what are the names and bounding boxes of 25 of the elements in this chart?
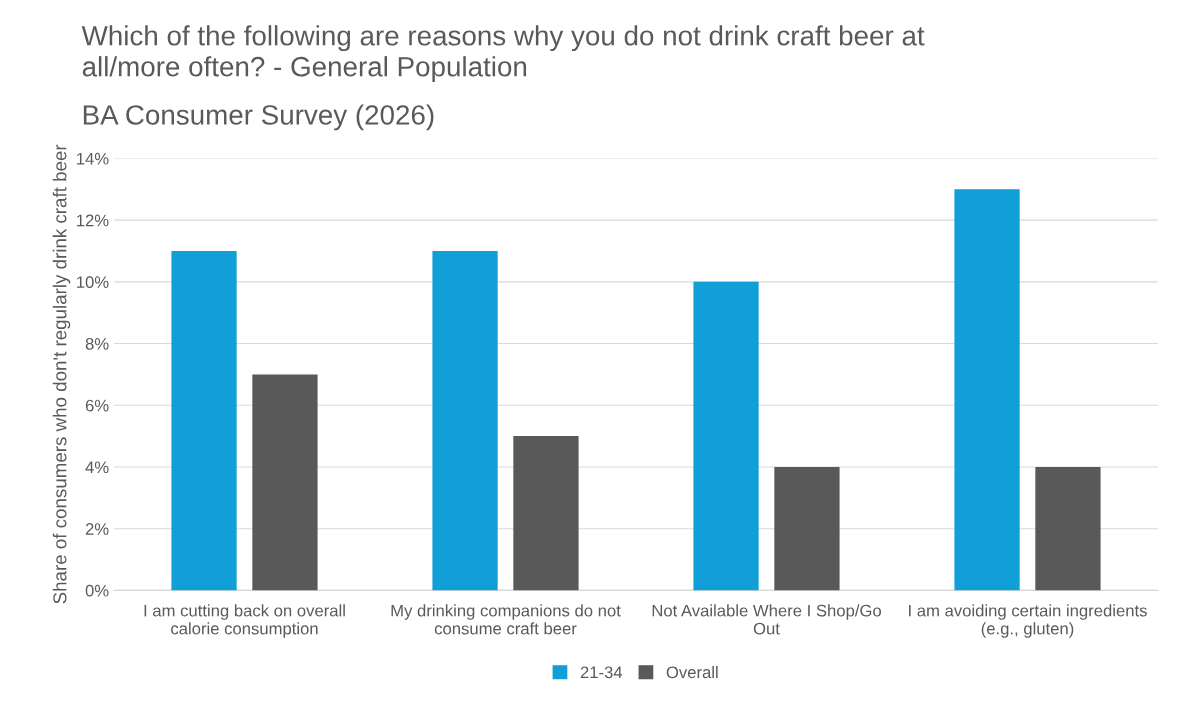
- y-tick-label: 6%: [85, 399, 109, 412]
- legend-label: Overall: [666, 665, 718, 679]
- y-tick-label: 2%: [85, 523, 109, 535]
- bar: [693, 281, 759, 591]
- bar: [171, 250, 237, 591]
- chart-subtitle: BA Consumer Survey (2026): [83, 104, 434, 131]
- y-tick-label: 12%: [77, 214, 109, 227]
- x-tick-label: I am cutting back on overall calorie consumption: [144, 604, 345, 638]
- chart-title: Which of the following are reasons why you do not drink craft beer at all/more often? - General Population: [81, 25, 925, 83]
- y-tick-label: 4%: [85, 461, 109, 474]
- y-tick-label: 0%: [85, 584, 109, 597]
- bar: [954, 189, 1020, 591]
- y-tick-label: 8%: [85, 337, 109, 350]
- bar: [774, 466, 840, 591]
- y-axis-title: Share of consumers who don't regularly drink craft beer: [52, 144, 71, 604]
- x-tick-label: My drinking companions do not consume craft beer: [391, 604, 621, 635]
- bar: [513, 436, 579, 591]
- y-tick-label: 10%: [77, 276, 109, 289]
- legend-label: 21-34: [580, 666, 623, 679]
- bar: [432, 250, 498, 591]
- bar: [1035, 466, 1101, 591]
- bar: [252, 374, 318, 591]
- x-tick-label: I am avoiding certain ingredients (e.g., gluten): [909, 604, 1147, 638]
- y-tick-label: 14%: [77, 152, 109, 165]
- x-tick-label: Not Available Where I Shop/Go Out: [652, 604, 881, 635]
